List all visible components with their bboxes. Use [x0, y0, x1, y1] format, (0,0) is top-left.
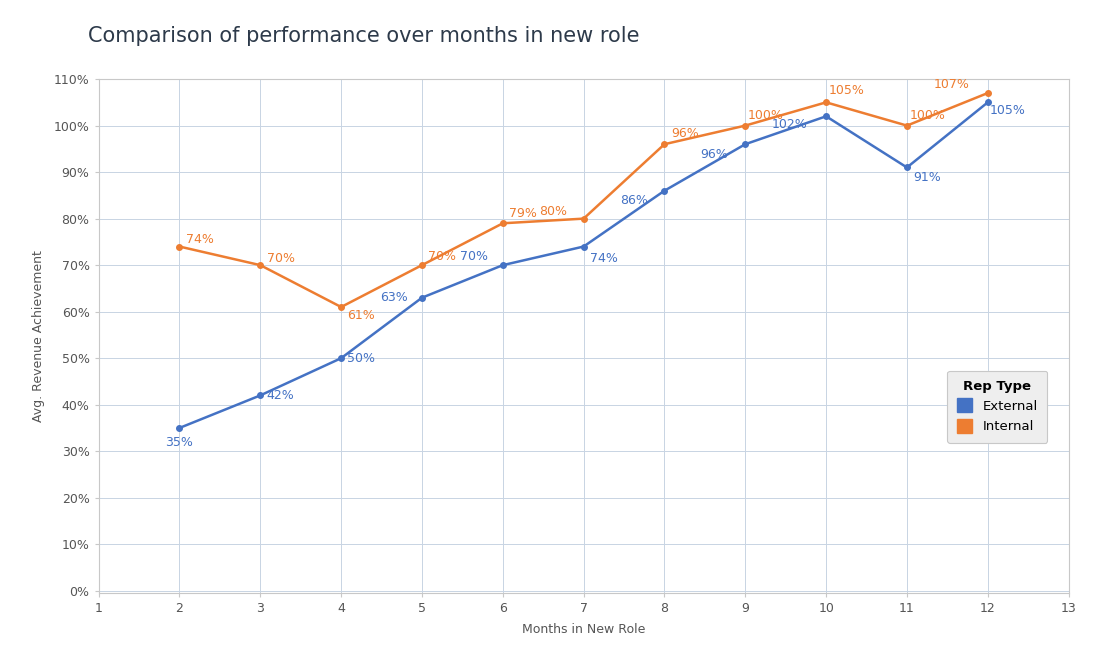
- Text: 102%: 102%: [772, 118, 808, 131]
- External: [253, 391, 266, 399]
- External: [496, 261, 510, 269]
- Text: 96%: 96%: [671, 127, 698, 140]
- External: [981, 98, 994, 106]
- Text: 70%: 70%: [460, 250, 489, 264]
- Internal: [981, 89, 994, 97]
- Text: 107%: 107%: [934, 78, 969, 91]
- Internal: [900, 122, 913, 130]
- Text: 50%: 50%: [347, 352, 375, 364]
- Legend: External, Internal: External, Internal: [947, 370, 1048, 443]
- External: [334, 355, 347, 362]
- Text: 105%: 105%: [990, 104, 1026, 117]
- Text: 35%: 35%: [165, 436, 193, 449]
- Text: 91%: 91%: [913, 171, 941, 185]
- External: [820, 112, 833, 120]
- Internal: [173, 243, 186, 250]
- External: [173, 424, 186, 432]
- External: [415, 294, 429, 302]
- Text: 105%: 105%: [829, 84, 865, 98]
- Internal: [739, 122, 752, 130]
- External: [739, 140, 752, 148]
- Text: 86%: 86%: [620, 194, 648, 208]
- Internal: [658, 140, 671, 148]
- Internal: [576, 215, 590, 223]
- Text: 70%: 70%: [266, 252, 295, 265]
- Internal: [496, 219, 510, 227]
- Y-axis label: Avg. Revenue Achievement: Avg. Revenue Achievement: [33, 250, 45, 422]
- Text: 96%: 96%: [700, 148, 729, 161]
- Internal: [820, 98, 833, 106]
- Line: External: External: [176, 100, 991, 431]
- X-axis label: Months in New Role: Months in New Role: [522, 623, 646, 637]
- Text: 100%: 100%: [910, 109, 945, 122]
- Internal: [334, 303, 347, 311]
- External: [658, 186, 671, 194]
- Text: 42%: 42%: [266, 389, 295, 402]
- Text: 74%: 74%: [185, 233, 214, 246]
- Text: 100%: 100%: [747, 109, 784, 122]
- Internal: [415, 261, 429, 269]
- Text: Comparison of performance over months in new role: Comparison of performance over months in…: [88, 26, 639, 46]
- Text: 80%: 80%: [539, 205, 567, 218]
- External: [900, 163, 913, 171]
- Text: 79%: 79%: [509, 206, 537, 219]
- Text: 61%: 61%: [347, 309, 375, 322]
- Text: 74%: 74%: [590, 252, 618, 265]
- Line: Internal: Internal: [176, 90, 991, 310]
- Text: 63%: 63%: [380, 291, 408, 304]
- Text: 70%: 70%: [429, 250, 456, 264]
- Internal: [253, 261, 266, 269]
- External: [576, 243, 590, 250]
